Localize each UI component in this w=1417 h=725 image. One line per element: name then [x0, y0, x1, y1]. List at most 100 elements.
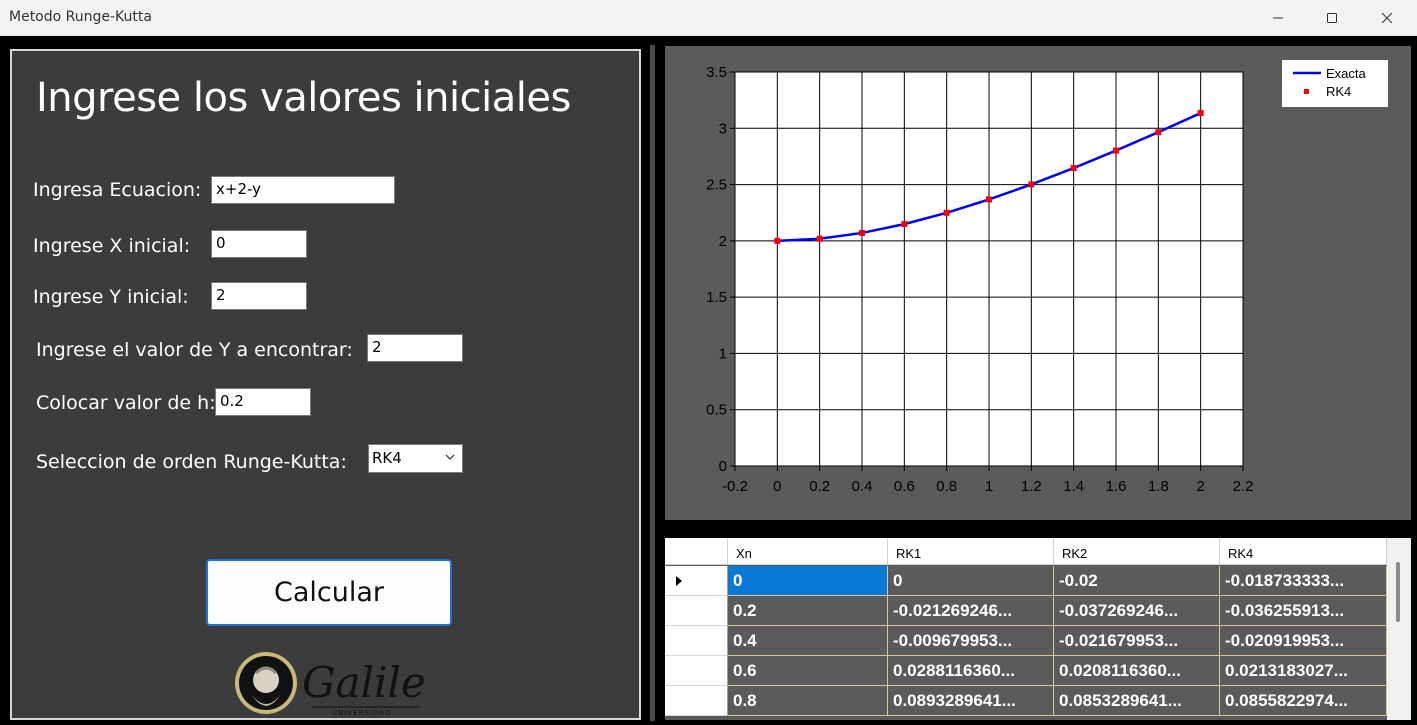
x-tick-label: 0.8	[936, 478, 957, 495]
table-cell[interactable]: -0.021679953...	[1054, 626, 1220, 656]
x-tick-label: 0.6	[894, 478, 915, 495]
chevron-down-icon	[445, 454, 455, 460]
rk4-point	[816, 235, 823, 242]
h-label: Colocar valor de h:	[36, 392, 216, 414]
row-header[interactable]	[665, 596, 728, 626]
table-cell[interactable]: 0.8	[728, 686, 888, 716]
solution-chart: -0.2 0 0.2 0.4 0.6 0.8 1 1.2 1.4 1.6 1.8 2 2.2 0 0.5 1…	[706, 60, 1388, 495]
x-tick-label: 1.8	[1148, 478, 1169, 495]
maximize-icon	[1327, 13, 1337, 23]
rk4-point	[1197, 110, 1204, 117]
x-tick-label: 1	[985, 478, 993, 495]
legend-label: RK4	[1326, 84, 1351, 99]
title-bar: Metodo Runge-Kutta	[0, 0, 1417, 36]
chart-panel: -0.2 0 0.2 0.4 0.6 0.8 1 1.2 1.4 1.6 1.8 2 2.2 0 0.5 1…	[665, 46, 1411, 520]
table-cell[interactable]: 0.0208116360...	[1054, 656, 1220, 686]
table-cell[interactable]: 0.4	[728, 626, 888, 656]
table-cell[interactable]: 0.2	[728, 596, 888, 626]
minimize-button[interactable]	[1255, 0, 1301, 36]
x-tick-label: 2.2	[1233, 478, 1254, 495]
input-panel: Ingrese los valores iniciales Ingresa Ec…	[10, 49, 641, 720]
current-row-arrow-icon	[676, 576, 682, 586]
rk4-point	[943, 209, 950, 216]
x0-label: Ingrese X inicial:	[33, 235, 191, 257]
x-tick-label: 0	[773, 478, 781, 495]
x-tick-label: 0.4	[852, 478, 873, 495]
table-cell[interactable]: -0.018733333...	[1220, 566, 1387, 596]
logo-wordmark: Galileo	[302, 658, 424, 707]
column-header-xn[interactable]: Xn	[728, 538, 888, 565]
grid-scrollbar-thumb[interactable]	[1396, 562, 1400, 622]
table-cell[interactable]: 0.6	[728, 656, 888, 686]
order-select[interactable]: RK4	[368, 444, 463, 473]
form-heading: Ingrese los valores iniciales	[36, 75, 571, 121]
row-header[interactable]	[665, 626, 728, 656]
column-header-rk4[interactable]: RK4	[1220, 538, 1387, 565]
rk4-point	[774, 237, 781, 244]
y-tick-label: 3.5	[706, 64, 727, 81]
x-tick-label: 2	[1196, 478, 1204, 495]
table-cell[interactable]: 0.0213183027...	[1220, 656, 1387, 686]
order-label: Seleccion de orden Runge-Kutta:	[36, 451, 347, 473]
target-y-label: Ingrese el valor de Y a encontrar:	[36, 339, 353, 361]
y0-label: Ingrese Y inicial:	[33, 286, 189, 308]
table-cell[interactable]: -0.009679953...	[888, 626, 1054, 656]
x-tick-label: 1.2	[1021, 478, 1042, 495]
order-select-value: RK4	[372, 449, 402, 467]
table-cell[interactable]: 0.0893289641...	[888, 686, 1054, 716]
x-tick-label: -0.2	[722, 478, 748, 495]
y-tick-label: 2	[719, 233, 727, 250]
target-y-input[interactable]: 2	[367, 334, 463, 362]
window-title: Metodo Runge-Kutta	[9, 9, 152, 25]
column-header-rk2[interactable]: RK2	[1054, 538, 1220, 565]
h-input[interactable]: 0.2	[215, 388, 311, 416]
maximize-button[interactable]	[1309, 0, 1355, 36]
calculate-button[interactable]: Calcular	[206, 559, 452, 626]
logo-subtext: UNIVERSIDAD	[332, 709, 391, 717]
rk4-point	[901, 221, 908, 228]
y-tick-label: 1.5	[706, 289, 727, 306]
row-header[interactable]	[665, 566, 728, 596]
y-tick-label: 3	[719, 120, 727, 137]
rk4-point	[1028, 181, 1035, 188]
grid-corner-header	[665, 538, 728, 565]
table-cell[interactable]: 0.0853289641...	[1054, 686, 1220, 716]
table-cell[interactable]: -0.021269246...	[888, 596, 1054, 626]
y-tick-label: 1	[719, 345, 727, 362]
rk4-point	[1070, 165, 1077, 172]
equation-input[interactable]: x+2-y	[211, 176, 395, 204]
close-icon	[1381, 12, 1393, 24]
x-tick-label: 0.2	[809, 478, 830, 495]
panel-divider	[650, 45, 655, 721]
rk4-point	[859, 229, 865, 236]
row-header[interactable]	[665, 686, 728, 716]
results-grid: Xn RK1 RK2 RK4 0 0 -0.02 -0.018733333... 0.2…	[665, 538, 1411, 720]
row-header[interactable]	[665, 656, 728, 686]
equation-label: Ingresa Ecuacion:	[33, 179, 202, 201]
legend-label: Exacta	[1326, 66, 1367, 81]
grid-scrollbar[interactable]	[1387, 538, 1411, 720]
table-cell[interactable]: -0.020919953...	[1220, 626, 1387, 656]
y-tick-label: 0	[719, 458, 727, 475]
table-cell[interactable]: 0.0855822974...	[1220, 686, 1387, 716]
column-header-rk1[interactable]: RK1	[888, 538, 1054, 565]
university-logo: Galileo UNIVERSIDAD	[234, 649, 451, 719]
x-tick-label: 1.4	[1063, 478, 1084, 495]
table-cell[interactable]: 0	[888, 566, 1054, 596]
table-cell[interactable]: 0	[728, 566, 888, 596]
table-cell[interactable]: -0.02	[1054, 566, 1220, 596]
rk4-point	[1113, 147, 1119, 154]
close-button[interactable]	[1364, 0, 1410, 36]
y0-input[interactable]: 2	[211, 282, 307, 310]
x-tick-label: 1.6	[1106, 478, 1127, 495]
rk4-point	[986, 196, 992, 203]
y-tick-label: 0.5	[706, 402, 727, 419]
x0-input[interactable]: 0	[211, 230, 307, 258]
y-tick-label: 2.5	[706, 177, 727, 194]
minimize-icon	[1273, 17, 1283, 19]
rk4-point	[1155, 129, 1162, 136]
table-cell[interactable]: -0.036255913...	[1220, 596, 1387, 626]
table-cell[interactable]: 0.0288116360...	[888, 656, 1054, 686]
table-cell[interactable]: -0.037269246...	[1054, 596, 1220, 626]
legend-swatch-point	[1304, 89, 1309, 94]
